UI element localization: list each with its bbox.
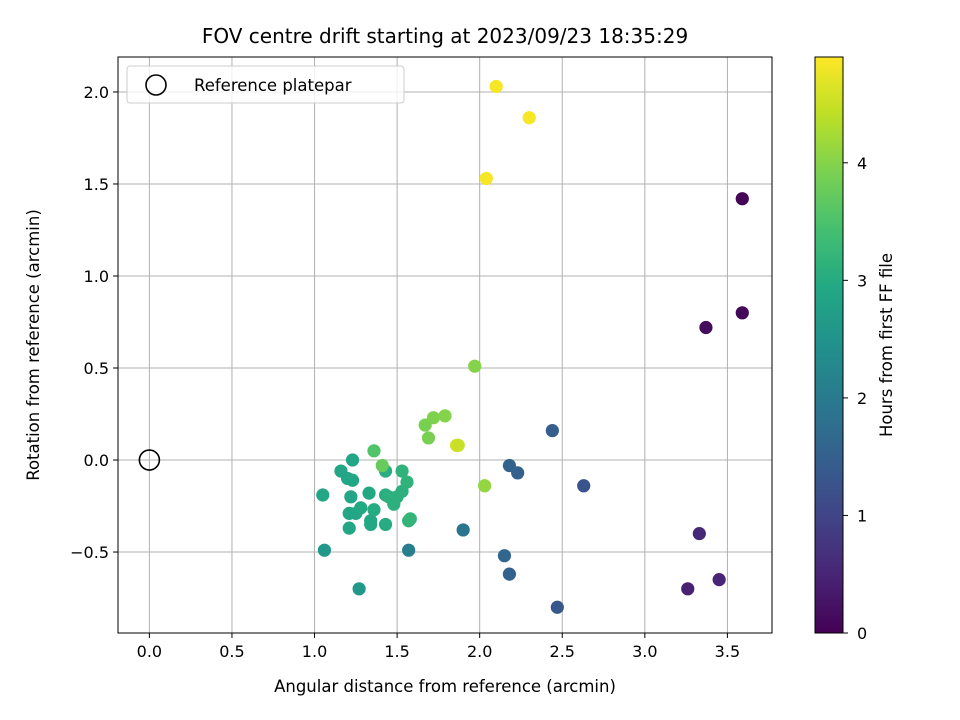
data-point — [316, 488, 330, 502]
x-tick-label: 1.0 — [302, 642, 327, 661]
data-point — [735, 306, 749, 320]
data-points — [316, 79, 749, 614]
colorbar-tick-label: 3 — [857, 271, 867, 290]
x-tick-label: 3.0 — [632, 642, 657, 661]
plot-frame — [117, 56, 773, 634]
data-point — [550, 600, 564, 614]
x-tick-label: 2.0 — [467, 642, 492, 661]
data-point — [545, 423, 559, 438]
data-point — [345, 473, 360, 487]
data-point — [426, 411, 441, 425]
y-tick-label: 0.5 — [84, 359, 109, 378]
colorbar-tick-label: 2 — [857, 389, 867, 408]
data-point — [456, 523, 470, 537]
grid — [118, 57, 772, 633]
data-point — [400, 475, 414, 489]
y-axis-label: Rotation from reference (arcmin) — [24, 209, 43, 481]
legend: Reference platepar — [126, 65, 405, 104]
data-point — [735, 192, 749, 206]
x-axis-ticks: 0.0 0.5 1.0 1.5 2.0 2.5 3.0 3.5 — [137, 633, 740, 661]
data-point — [478, 479, 492, 493]
data-point — [692, 527, 706, 541]
x-tick-label: 3.5 — [715, 642, 740, 661]
legend-entry-reference: Reference platepar — [194, 76, 352, 95]
data-point — [489, 79, 503, 94]
colorbar-label: Hours from first FF file — [877, 253, 896, 437]
y-tick-label: 0.0 — [84, 451, 109, 470]
colorbar-tick-label: 0 — [857, 624, 867, 643]
data-point — [354, 501, 368, 515]
data-point — [577, 479, 591, 493]
data-point — [352, 582, 366, 596]
colorbar: 0 1 2 3 4 Hours from first FF file — [814, 56, 896, 643]
data-point — [681, 582, 695, 596]
colorbar-gradient — [814, 56, 844, 634]
data-point — [344, 490, 358, 504]
data-point — [367, 444, 381, 458]
data-point — [421, 431, 436, 445]
data-point — [438, 409, 452, 423]
y-tick-label: −0.5 — [70, 543, 109, 562]
data-point — [345, 453, 360, 467]
data-point — [367, 503, 381, 517]
legend-box — [126, 65, 405, 104]
data-point — [522, 111, 536, 125]
data-point — [403, 512, 417, 526]
data-point — [317, 543, 332, 557]
colorbar-ticks: 0 1 2 3 4 — [843, 154, 867, 643]
x-tick-label: 0.5 — [219, 642, 244, 661]
data-point — [342, 521, 356, 535]
data-point — [378, 517, 393, 532]
y-tick-label: 2.0 — [84, 83, 109, 102]
data-point — [451, 438, 465, 452]
x-tick-label: 0.0 — [137, 642, 162, 661]
colorbar-tick-label: 4 — [857, 154, 867, 173]
x-tick-label: 2.5 — [550, 642, 575, 661]
y-axis-ticks: −0.5 0.0 0.5 1.0 1.5 2.0 — [70, 83, 118, 562]
x-axis-label: Angular distance from reference (arcmin) — [274, 677, 616, 696]
chart-title: FOV centre drift starting at 2023/09/23 … — [202, 24, 688, 48]
y-tick-label: 1.5 — [84, 175, 109, 194]
data-point — [479, 171, 493, 186]
data-point — [364, 517, 378, 532]
data-point — [362, 486, 376, 500]
data-point — [712, 573, 726, 587]
reference-marker — [138, 449, 161, 471]
data-point — [395, 464, 409, 478]
data-point — [497, 549, 512, 563]
y-tick-label: 1.0 — [84, 267, 109, 286]
data-point — [502, 458, 517, 473]
data-point — [375, 458, 389, 473]
data-point — [699, 320, 713, 335]
data-point — [468, 359, 482, 373]
data-point — [402, 543, 416, 557]
data-point — [502, 567, 517, 581]
x-tick-label: 1.5 — [384, 642, 409, 661]
colorbar-tick-label: 1 — [857, 506, 867, 525]
legend-marker — [145, 74, 167, 96]
